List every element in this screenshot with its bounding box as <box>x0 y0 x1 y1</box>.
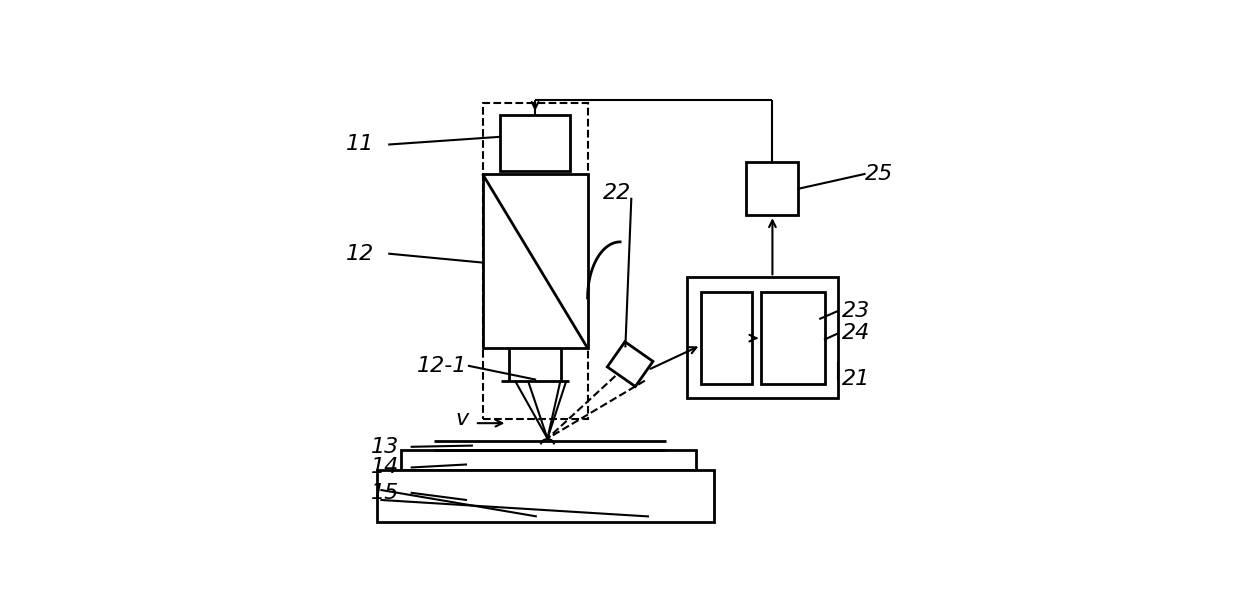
Text: 23: 23 <box>841 301 870 321</box>
Text: 21: 21 <box>841 370 870 389</box>
Text: 22: 22 <box>602 183 631 203</box>
Polygon shape <box>607 342 653 387</box>
Bar <box>501 115 570 171</box>
Bar <box>482 174 587 348</box>
Bar <box>761 292 825 384</box>
Bar <box>482 103 587 419</box>
Text: 12: 12 <box>346 244 374 263</box>
Bar <box>401 451 696 470</box>
Text: 24: 24 <box>841 324 870 343</box>
Bar <box>378 470 714 522</box>
Text: 14: 14 <box>370 458 399 477</box>
Bar <box>688 277 838 398</box>
Text: 15: 15 <box>370 483 399 503</box>
Text: 12-1: 12-1 <box>418 356 467 376</box>
Text: $v$: $v$ <box>455 409 471 429</box>
Text: 13: 13 <box>370 437 399 457</box>
Bar <box>746 162 798 215</box>
Bar <box>701 292 752 384</box>
Text: 25: 25 <box>865 164 893 184</box>
Text: 11: 11 <box>346 135 374 154</box>
